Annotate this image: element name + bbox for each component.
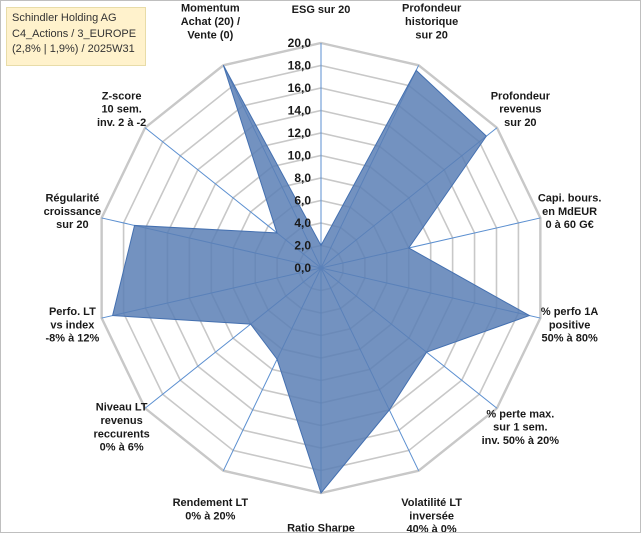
tick-label: 20,0 bbox=[288, 36, 312, 50]
axis-label-line: Capi. bours. bbox=[538, 193, 602, 205]
axis-label-line: revenus bbox=[499, 104, 541, 116]
axis-label-line: Vente (0) bbox=[187, 29, 233, 41]
company-name: Schindler Holding AG bbox=[12, 12, 117, 24]
axis-label-line: sur 20 bbox=[504, 117, 536, 129]
axis-label-line: 0 à 60 G€ bbox=[545, 219, 593, 231]
axis-label-line: Note bbox=[309, 1, 333, 3]
tick-label: 10,0 bbox=[288, 149, 312, 163]
axis-label-line: 50% à 80% bbox=[541, 333, 597, 345]
axis-label-line: revenus bbox=[101, 415, 143, 427]
axis-label-line: historique bbox=[405, 16, 458, 28]
axis-label-line: Rendement LT bbox=[173, 497, 249, 509]
tick-label: 0,0 bbox=[294, 261, 311, 275]
axis-label-line: Profondeur bbox=[491, 90, 551, 102]
axis-label-6: Volatilité LT inversée 40% à 0% bbox=[401, 497, 462, 532]
axis-label-line: sur 20 bbox=[415, 29, 447, 41]
axis-label-line: inv. 50% à 20% bbox=[482, 435, 560, 447]
axis-label-line: 40% à 0% bbox=[407, 524, 457, 532]
axis-label-line: Volatilité LT bbox=[401, 497, 462, 509]
tick-label: 18,0 bbox=[288, 59, 312, 73]
axis-label-line: 10 sem. bbox=[101, 104, 141, 116]
axis-label-line: ESG sur 20 bbox=[292, 4, 351, 16]
axis-label-12: Z-score 10 sem. inv. 2 à -2 bbox=[97, 90, 146, 129]
tick-label: 2,0 bbox=[294, 239, 311, 253]
tick-label: 16,0 bbox=[288, 81, 312, 95]
axis-label-3: Capi. bours. en MdEUR 0 à 60 G€ bbox=[538, 193, 602, 232]
axis-label-10: Perfo. LT vs index -8% à 12% bbox=[45, 306, 99, 345]
axis-label-line: % perte max. bbox=[486, 408, 554, 420]
axis-label-4: % perfo 1A positive 50% à 80% bbox=[541, 306, 599, 345]
axis-label-line: en MdEUR bbox=[542, 206, 597, 218]
axis-label-line: % perfo 1A bbox=[541, 306, 599, 318]
axis-label-line: positive bbox=[549, 319, 591, 331]
axis-label-line: 0% à 20% bbox=[185, 510, 235, 522]
axis-label-line: sur 20 bbox=[56, 219, 88, 231]
axis-label-13: Momentum Achat (20) / Vente (0) bbox=[181, 3, 240, 42]
axis-label-line: vs index bbox=[50, 319, 95, 331]
axis-label-line: croissance bbox=[44, 206, 101, 218]
axis-label-8: Rendement LT 0% à 20% bbox=[173, 497, 249, 522]
axis-label-line: inv. 2 à -2 bbox=[97, 117, 146, 129]
axis-label-line: reccurents bbox=[94, 428, 150, 440]
radar-tick-labels: 0,0 2,0 4,0 6,0 8,0 10,0 12,0 14,0 16,0 18,0 20,0 bbox=[288, 36, 312, 275]
axis-label-line: Niveau LT bbox=[96, 402, 148, 414]
stats-line: (2,8% | 1,9%) / 2025W31 bbox=[12, 43, 135, 55]
axis-label-line: Perfo. LT bbox=[49, 306, 96, 318]
axis-label-line: Momentum bbox=[181, 3, 240, 15]
axis-label-line: Achat (20) / bbox=[181, 16, 240, 28]
axis-label-7: Ratio Sharpe0 à 1 bbox=[287, 522, 355, 532]
axis-label-11: Régularité croissance sur 20 bbox=[44, 193, 101, 232]
axis-label-line: sur 1 sem. bbox=[493, 422, 547, 434]
tick-label: 6,0 bbox=[294, 194, 311, 208]
axis-label-line: inversée bbox=[409, 510, 454, 522]
axis-label-5: % perte max. sur 1 sem. inv. 50% à 20% bbox=[482, 408, 560, 447]
tick-label: 4,0 bbox=[294, 216, 311, 230]
axis-label-line: 0% à 6% bbox=[100, 442, 144, 454]
tick-label: 8,0 bbox=[294, 171, 311, 185]
series-area-0 bbox=[111, 65, 531, 495]
axis-label-1: Profondeur historique sur 20 bbox=[402, 3, 462, 42]
axis-label-line: -8% à 12% bbox=[45, 333, 99, 345]
tick-label: 14,0 bbox=[288, 104, 312, 118]
radar-series bbox=[111, 65, 531, 495]
axis-label-line: Profondeur bbox=[402, 3, 462, 15]
axis-label-0: NoteESG sur 20 bbox=[292, 1, 351, 16]
axis-label-line: Z-score bbox=[102, 90, 142, 102]
axis-label-line: Ratio Sharpe bbox=[287, 522, 355, 532]
chart-info-box: Schindler Holding AG C4_Actions / 3_EURO… bbox=[6, 7, 146, 66]
category-line: C4_Actions / 3_EUROPE bbox=[12, 27, 137, 40]
axis-label-9: Niveau LT revenus reccurents 0% à 6% bbox=[94, 402, 150, 454]
axis-label-2: Profondeur revenus sur 20 bbox=[491, 90, 551, 129]
axis-label-line: Régularité bbox=[45, 193, 99, 205]
tick-label: 12,0 bbox=[288, 126, 312, 140]
